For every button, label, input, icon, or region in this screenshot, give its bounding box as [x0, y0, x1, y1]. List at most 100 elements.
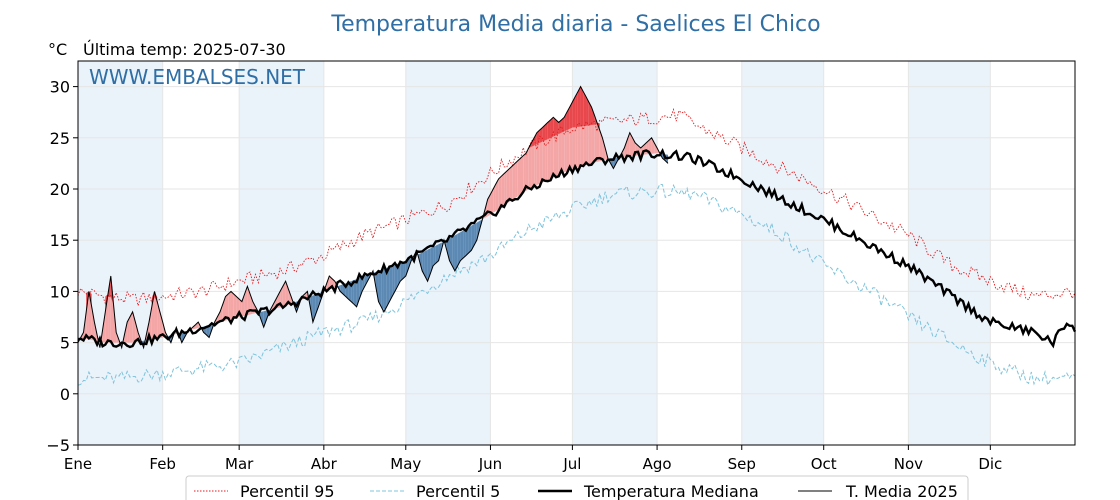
fill-below-median	[263, 310, 267, 328]
fill-above-p95	[580, 86, 584, 127]
fill-below-median	[389, 265, 393, 302]
fill-below-median	[435, 244, 439, 264]
fill-above-median	[159, 311, 163, 338]
fill-above-median	[135, 322, 139, 343]
legend-label-median: Temperatura Mediana	[583, 482, 759, 500]
fill-above-p95	[561, 117, 565, 133]
fill-above-median	[602, 137, 606, 161]
fill-above-p95	[577, 86, 581, 127]
fill-above-median	[512, 163, 516, 200]
y-tick-label: 5	[60, 334, 70, 353]
fill-above-median	[220, 304, 223, 323]
fill-above-median	[528, 142, 532, 189]
fill-above-median	[501, 173, 505, 208]
last-temp-label: Última temp: 2025-07-30	[83, 40, 286, 59]
fill-above-median	[228, 291, 231, 320]
x-axis: Ene Feb Mar Abr May Jun Jul Ago Sep Oct Nov Dic	[64, 445, 1002, 473]
fill-above-p95	[586, 96, 589, 126]
fill-above-p95	[583, 91, 587, 127]
fill-below-median	[181, 331, 185, 343]
x-tick-label: May	[390, 455, 421, 473]
fill-above-median	[629, 132, 633, 157]
fill-below-median	[468, 225, 472, 253]
fill-above-median	[493, 183, 496, 213]
legend-label-current: T. Media 2025	[845, 482, 958, 500]
fill-above-median	[504, 171, 507, 206]
fill-above-median	[280, 286, 283, 308]
series-line-p95	[77, 107, 1076, 308]
fill-below-median	[446, 238, 450, 261]
unit-label: °C	[48, 40, 67, 59]
fill-below-median	[457, 232, 461, 266]
fill-below-median	[476, 221, 480, 241]
x-tick-label: Feb	[149, 455, 176, 473]
fill-above-median	[648, 137, 652, 155]
x-tick-label: Abr	[311, 455, 338, 473]
x-tick-label: Jun	[478, 455, 502, 473]
fill-below-median	[261, 311, 264, 328]
y-tick-label: 25	[50, 129, 70, 148]
fill-below-median	[394, 263, 398, 292]
fill-below-median	[452, 235, 455, 271]
fill-below-median	[353, 279, 357, 307]
y-tick-label: 30	[50, 78, 70, 97]
legend: Percentil 95 Percentil 5 Temperatura Med…	[185, 475, 969, 500]
fill-above-median	[105, 293, 109, 343]
fill-below-median	[397, 262, 401, 287]
fill-above-p95	[558, 119, 562, 134]
fill-above-median	[127, 317, 130, 343]
fill-above-p95	[547, 119, 551, 140]
fill-below-median	[465, 227, 469, 256]
y-tick-label: 10	[50, 282, 70, 301]
legend-label-p5: Percentil 5	[416, 482, 500, 500]
fill-above-median	[244, 286, 248, 316]
fill-below-median	[362, 276, 365, 292]
x-tick-label: Dic	[978, 455, 1002, 473]
fill-above-p95	[569, 101, 573, 129]
fill-below-median	[378, 269, 382, 307]
fill-below-median	[359, 277, 363, 300]
legend-box	[185, 475, 969, 500]
fill-below-median	[454, 233, 458, 271]
x-tick-label: Ago	[643, 455, 672, 473]
fill-above-median	[599, 130, 603, 162]
x-tick-label: Mar	[225, 455, 254, 473]
fill-above-p95	[591, 107, 595, 125]
fill-above-median	[525, 148, 529, 191]
fill-above-median	[531, 137, 535, 188]
fill-below-median	[206, 325, 210, 338]
fill-above-p95	[556, 119, 559, 136]
fill-above-p95	[545, 122, 548, 141]
fill-above-median	[282, 281, 286, 307]
fill-below-median	[392, 264, 395, 297]
fill-above-median	[129, 311, 133, 343]
fill-below-median	[386, 266, 390, 307]
fill-below-median	[424, 249, 428, 282]
month-shade	[908, 61, 991, 445]
series-line-p5	[77, 183, 1076, 387]
series-lines	[77, 85, 1077, 387]
legend-label-p95: Percentil 95	[240, 482, 335, 500]
series-line-current	[77, 85, 669, 350]
fill-below-median	[364, 275, 368, 287]
fill-above-p95	[566, 107, 570, 131]
fill-above-median	[154, 291, 158, 339]
fill-above-median	[624, 140, 628, 157]
x-tick-label: Nov	[894, 455, 923, 473]
fill-below-median	[449, 237, 453, 266]
fill-above-median	[288, 288, 292, 305]
month-shade	[78, 61, 163, 445]
fill-above-median	[195, 322, 199, 329]
fill-above-median	[230, 291, 234, 320]
y-tick-label: −5	[46, 436, 70, 455]
x-tick-label: Ene	[64, 455, 92, 473]
fill-below-median	[381, 268, 384, 312]
fill-below-median	[433, 245, 436, 266]
fill-above-median	[506, 168, 510, 204]
fill-above-median	[490, 189, 494, 215]
fill-above-median	[515, 160, 518, 199]
fill-above-median	[86, 291, 89, 340]
series-line-median	[77, 147, 1077, 349]
fill-below-median	[419, 252, 423, 271]
